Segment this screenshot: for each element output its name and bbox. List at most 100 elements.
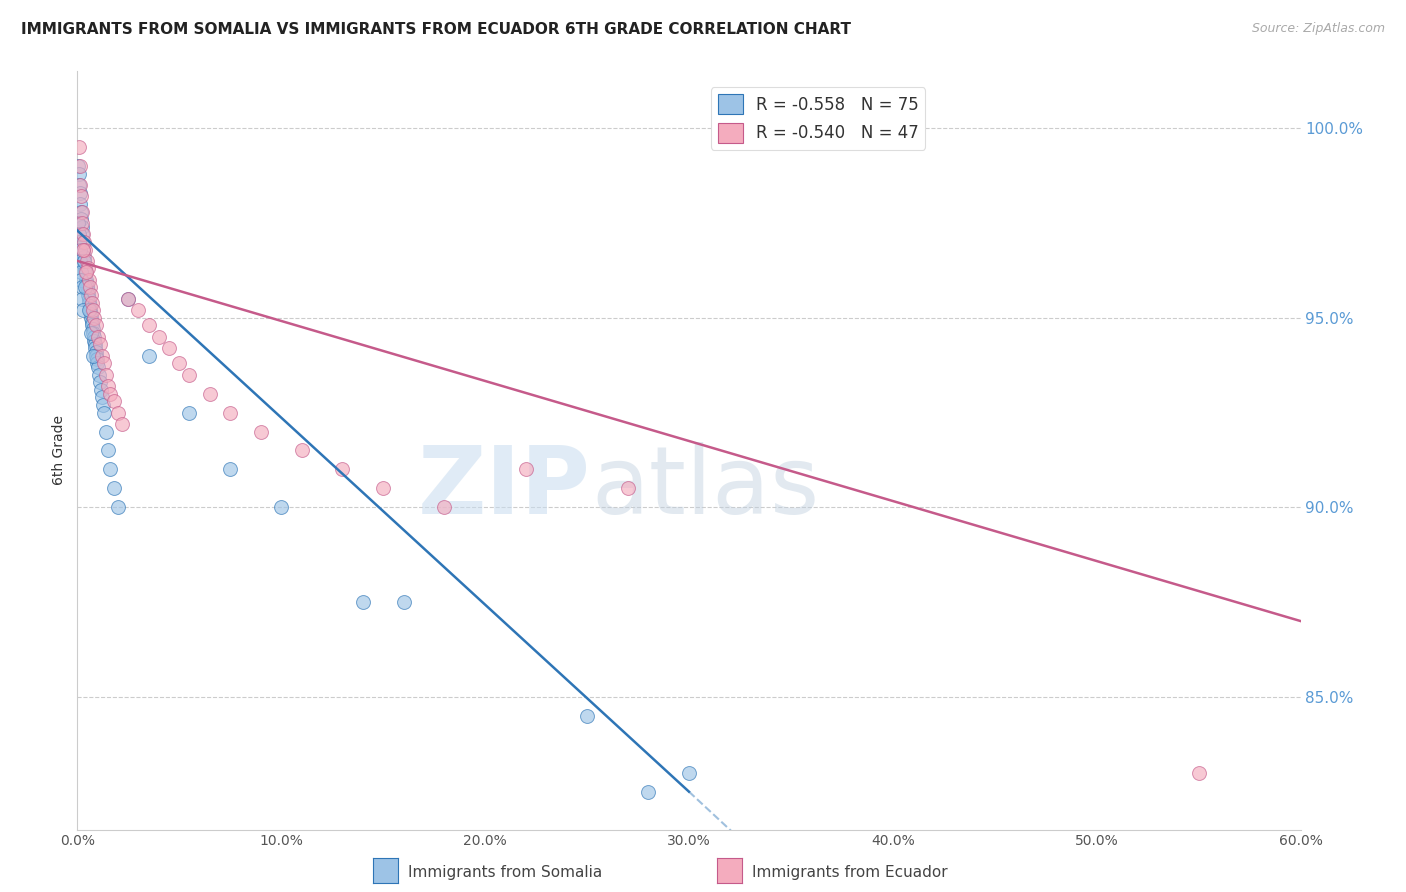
Point [70, 204, 93, 219]
Point [75, 265, 97, 279]
Point [72, 227, 94, 242]
Point [76, 284, 98, 298]
Point [94, 425, 117, 439]
Point [219, 462, 242, 476]
Point [84, 349, 107, 363]
Point [70, 212, 93, 227]
Point [76, 280, 98, 294]
Point [179, 406, 201, 420]
Point [433, 500, 456, 515]
Point [93, 406, 115, 420]
Point [84, 318, 107, 333]
Text: ZIP: ZIP [418, 442, 591, 534]
Point [75, 273, 97, 287]
Point [72, 303, 94, 318]
Point [90, 383, 112, 397]
Point [69, 186, 91, 200]
Point [82, 303, 104, 318]
Point [87, 330, 110, 344]
Point [72, 216, 94, 230]
Legend: R = -0.558   N = 75, R = -0.540   N = 47: R = -0.558 N = 75, R = -0.540 N = 47 [711, 87, 925, 150]
Text: Immigrants from Somalia: Immigrants from Somalia [408, 865, 602, 880]
Point [678, 765, 700, 780]
Point [73, 235, 96, 249]
Point [79, 280, 101, 294]
Point [290, 443, 312, 458]
Point [79, 326, 101, 340]
Point [69, 197, 91, 211]
Point [73, 253, 96, 268]
Point [127, 303, 149, 318]
Point [91, 398, 114, 412]
Point [80, 310, 103, 325]
Point [107, 406, 129, 420]
Point [69, 243, 91, 257]
Point [1187, 765, 1209, 780]
Point [352, 595, 374, 609]
Point [72, 227, 94, 242]
Point [82, 322, 104, 336]
Point [270, 500, 292, 515]
Point [75, 280, 97, 294]
Point [77, 273, 100, 287]
Point [72, 243, 94, 257]
Y-axis label: 6th Grade: 6th Grade [52, 416, 66, 485]
Point [103, 394, 125, 409]
Point [93, 356, 115, 370]
Point [72, 292, 94, 306]
Point [138, 318, 160, 333]
Point [617, 481, 640, 495]
Point [77, 288, 100, 302]
Point [83, 334, 105, 348]
Point [69, 159, 91, 173]
Point [76, 253, 98, 268]
Point [117, 292, 139, 306]
Point [72, 235, 94, 249]
Point [107, 500, 129, 515]
Text: IMMIGRANTS FROM SOMALIA VS IMMIGRANTS FROM ECUADOR 6TH GRADE CORRELATION CHART: IMMIGRANTS FROM SOMALIA VS IMMIGRANTS FR… [21, 22, 851, 37]
Point [72, 243, 94, 257]
Point [69, 178, 91, 193]
Point [67, 167, 90, 181]
Point [117, 292, 139, 306]
Point [371, 481, 394, 495]
Point [90, 391, 112, 405]
Point [77, 303, 100, 318]
Point [198, 386, 221, 401]
Point [79, 288, 101, 302]
Point [76, 277, 98, 291]
Point [138, 349, 160, 363]
Point [219, 406, 242, 420]
Point [76, 261, 98, 276]
Point [89, 337, 111, 351]
Point [179, 368, 201, 382]
Point [111, 417, 134, 431]
Point [87, 359, 110, 375]
Point [89, 376, 111, 390]
Point [82, 326, 104, 340]
Point [75, 243, 97, 257]
Point [250, 425, 273, 439]
Point [67, 227, 90, 242]
Point [515, 462, 537, 476]
Point [73, 250, 96, 264]
Point [84, 345, 107, 359]
Text: atlas: atlas [591, 442, 820, 534]
Point [83, 337, 105, 351]
Point [80, 318, 103, 333]
Point [79, 303, 101, 318]
Point [77, 292, 100, 306]
Point [86, 356, 108, 370]
Point [67, 159, 90, 173]
Text: Immigrants from Ecuador: Immigrants from Ecuador [752, 865, 948, 880]
Point [70, 273, 93, 287]
Point [69, 253, 91, 268]
Point [67, 235, 90, 249]
Point [75, 261, 97, 276]
Point [73, 253, 96, 268]
Point [70, 204, 93, 219]
Point [70, 189, 93, 203]
Point [79, 307, 101, 321]
Point [86, 352, 108, 367]
Point [84, 341, 107, 355]
